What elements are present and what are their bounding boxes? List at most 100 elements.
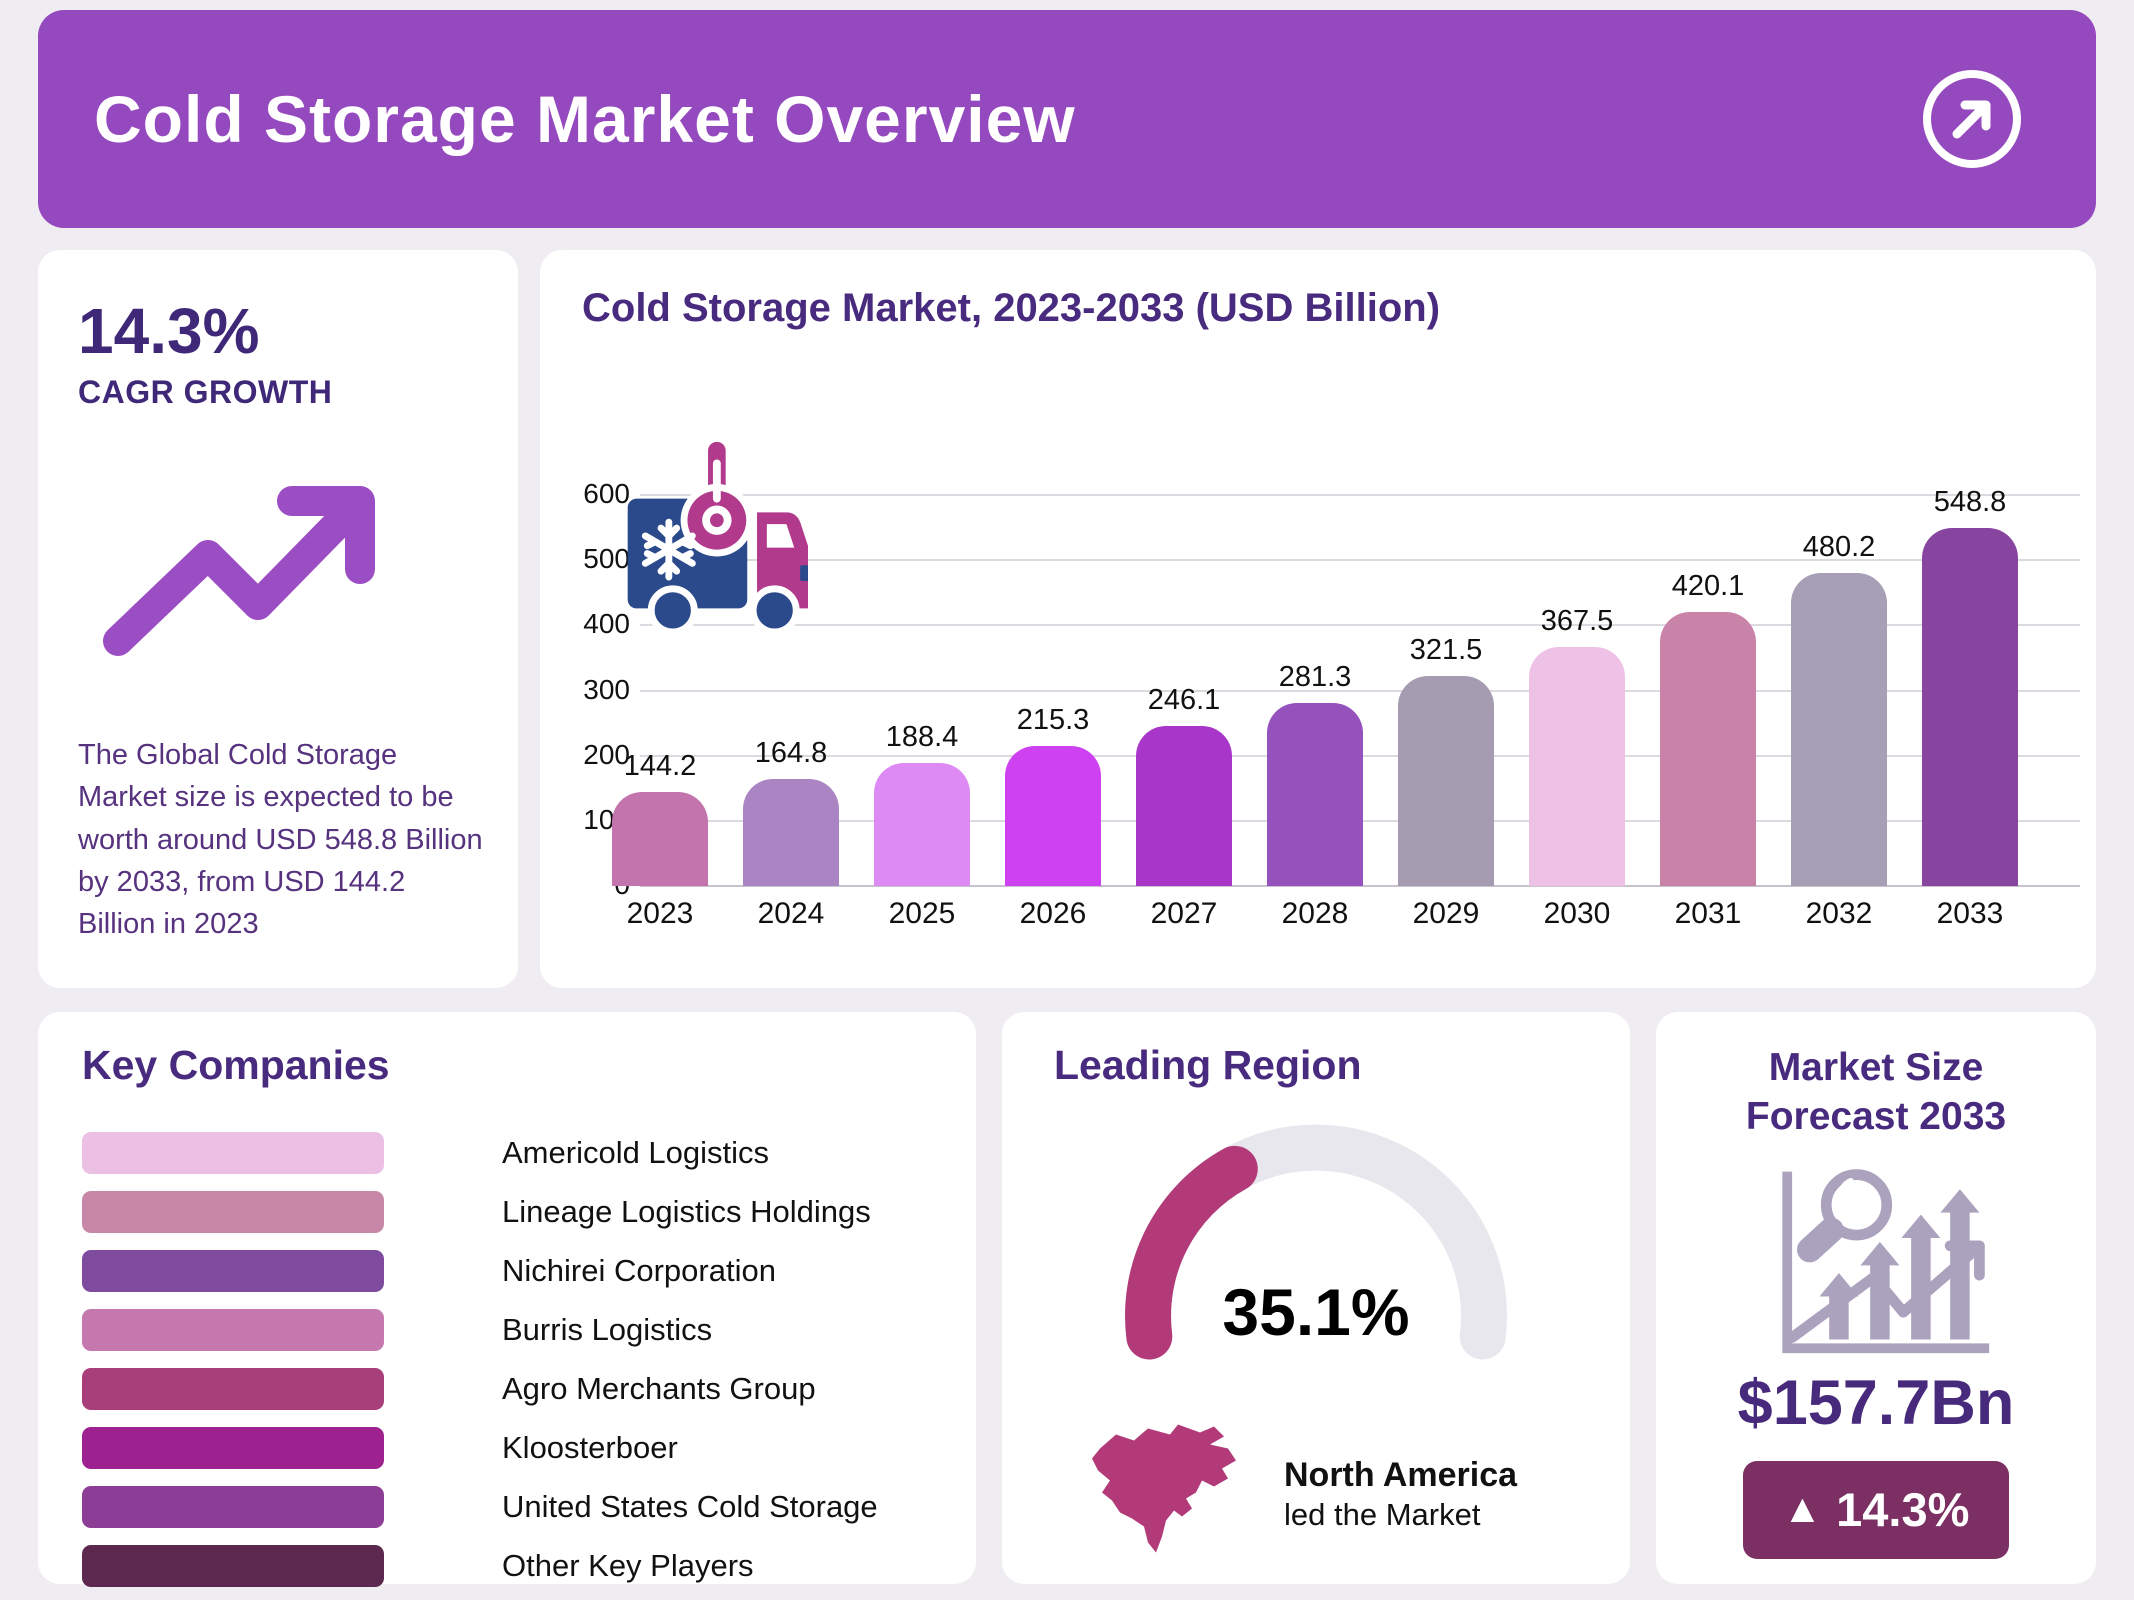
company-row: Lineage Logistics Holdings [82, 1182, 932, 1241]
bar-year-label: 2023 [626, 897, 694, 930]
forecast-title: Market Size Forecast 2033 [1745, 1046, 2007, 1138]
company-row: United States Cold Storage [82, 1477, 932, 1536]
cagr-value: 14.3% [78, 295, 260, 367]
gridline [640, 689, 2080, 692]
cagr-label: CAGR GROWTH [78, 374, 333, 410]
market-size-forecast-card: Market Size Forecast 2033 [1656, 1012, 2096, 1584]
company-label: Other Key Players [502, 1547, 754, 1583]
gridline [640, 494, 2080, 496]
chart-bar [1267, 702, 1363, 886]
y-tick-label: 500 [583, 543, 630, 575]
company-row: Burris Logistics [82, 1300, 932, 1359]
bar-value-label: 420.1 [1671, 570, 1745, 603]
company-color-swatch [82, 1308, 384, 1351]
growth-badge: ▲ 14.3% [1743, 1460, 2009, 1559]
company-color-swatch [82, 1485, 384, 1528]
region-caption-text: led the Market [1284, 1497, 1481, 1533]
region-name: North America [1284, 1455, 1518, 1494]
bar-year-label: 2025 [888, 897, 956, 930]
cold-storage-truck-icon [612, 418, 810, 649]
bar-year-label: 2024 [757, 897, 825, 930]
key-companies-title: Key Companies [82, 1042, 390, 1088]
company-label: Kloosterboer [502, 1429, 678, 1465]
bar-year-label: 2030 [1543, 897, 1611, 930]
chart-plot: 0100200300400500600144.22023164.82024188… [582, 478, 2082, 955]
cagr-description: The Global Cold Storage Market size is e… [78, 739, 483, 941]
bar-value-label: 188.4 [885, 721, 959, 754]
bar-value-label: 246.1 [1147, 683, 1221, 716]
north-america-map-icon [1082, 1412, 1242, 1577]
company-color-swatch [82, 1190, 384, 1233]
trending-up-icon [96, 473, 478, 668]
bar-year-label: 2033 [1936, 897, 2004, 930]
bar-year-label: 2026 [1019, 897, 1087, 930]
chart-bar [1005, 745, 1101, 886]
key-companies-card: Key Companies Americold Logistics Lineage… [38, 1012, 976, 1587]
cagr-card: 14.3% CAGR GROWTH The Global Cold Storag… [38, 250, 518, 988]
company-row: Americold Logistics [82, 1123, 932, 1182]
gridline [640, 624, 2080, 627]
bar-value-label: 548.8 [1933, 486, 2007, 519]
company-label: Nichirei Corporation [502, 1252, 776, 1288]
chart-bar [874, 763, 970, 886]
growth-analysis-icon [1656, 1158, 2096, 1363]
y-tick-label: 600 [583, 478, 630, 509]
triangle-up-icon: ▲ [1782, 1487, 1823, 1531]
bar-value-label: 281.3 [1278, 660, 1352, 693]
bar-value-label: 164.8 [754, 736, 828, 769]
gridline [640, 885, 2080, 887]
company-label: Lineage Logistics Holdings [502, 1193, 871, 1229]
bar-value-label: 480.2 [1802, 531, 1876, 564]
chart-bar [1529, 646, 1625, 886]
company-row: Agro Merchants Group [82, 1359, 932, 1418]
arrow-up-right-circle-icon [1923, 70, 2021, 168]
bar-value-label: 321.5 [1409, 634, 1483, 667]
chart-bar [1660, 612, 1756, 886]
snowflake-icon [641, 518, 696, 581]
company-color-swatch [82, 1249, 384, 1292]
chart-bar [1136, 725, 1232, 886]
company-row: Kloosterboer [82, 1418, 932, 1477]
company-label: Burris Logistics [502, 1311, 713, 1347]
company-row: Other Key Players [82, 1536, 932, 1595]
companies-list: Americold Logistics Lineage Logistics Hol… [82, 1123, 932, 1595]
bar-value-label: 215.3 [1016, 703, 1090, 736]
chart-bar [1398, 676, 1494, 886]
gauge-fill [1125, 1145, 1258, 1360]
leading-region-card: Leading Region 35.1% North America led t… [1002, 1012, 1630, 1584]
chart-bar [1922, 528, 2018, 886]
bar-year-label: 2032 [1805, 897, 1873, 930]
market-chart-card: Cold Storage Market, 2023-2033 (USD Bill… [540, 250, 2096, 988]
chart-bar [743, 778, 839, 886]
forecast-value: $157.7Bn [1737, 1367, 2015, 1438]
y-tick-label: 400 [583, 608, 630, 640]
bar-value-label: 367.5 [1540, 604, 1614, 637]
header-banner: Cold Storage Market Overview [38, 10, 2096, 228]
region-caption-row: North America led the Market [1002, 1412, 1630, 1577]
y-tick-label: 300 [583, 673, 630, 705]
chart-bar [1791, 573, 1887, 886]
company-row: Nichirei Corporation [82, 1241, 932, 1300]
gridline [640, 559, 2080, 562]
company-color-swatch [82, 1426, 384, 1469]
region-share-value: 35.1% [1222, 1275, 1410, 1349]
company-color-swatch [82, 1367, 384, 1410]
leading-region-title: Leading Region [1054, 1042, 1362, 1088]
growth-badge-value: 14.3% [1836, 1483, 1970, 1536]
chart-title: Cold Storage Market, 2023-2033 (USD Bill… [582, 286, 1441, 330]
bar-year-label: 2028 [1281, 897, 1349, 930]
bar-value-label: 144.2 [623, 750, 697, 783]
y-tick-label: 200 [583, 738, 630, 770]
bar-year-label: 2027 [1150, 897, 1218, 930]
page-title: Cold Storage Market Overview [94, 82, 1076, 156]
chart-bar [612, 792, 708, 886]
region-share-gauge: 35.1% [1106, 1098, 1526, 1368]
company-color-swatch [82, 1131, 384, 1174]
bar-year-label: 2029 [1412, 897, 1480, 930]
company-label: United States Cold Storage [502, 1488, 878, 1524]
company-color-swatch [82, 1544, 384, 1587]
external-link-button[interactable] [1920, 67, 2024, 171]
company-label: Agro Merchants Group [502, 1370, 816, 1406]
bar-year-label: 2031 [1674, 897, 1742, 930]
company-label: Americold Logistics [502, 1134, 770, 1170]
